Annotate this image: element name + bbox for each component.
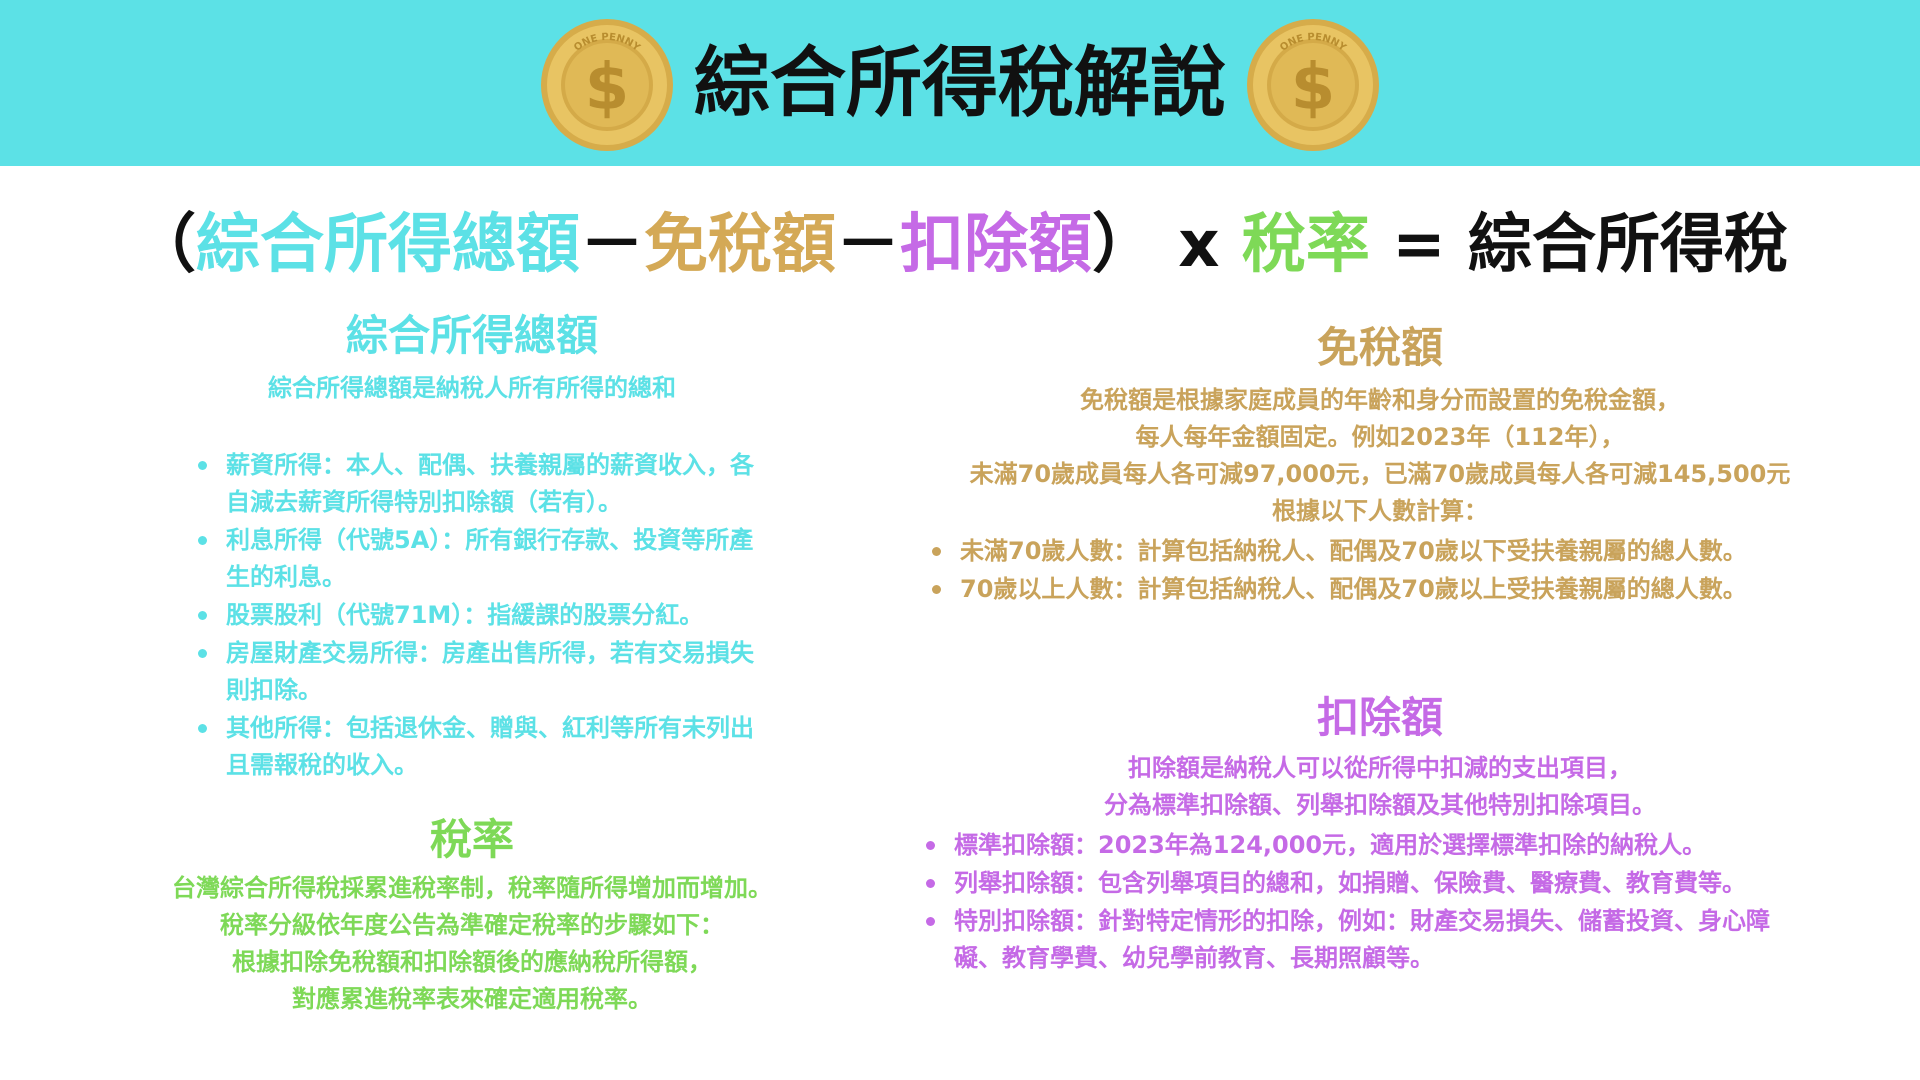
gross-income-item-property: 房屋財產交易所得：房產出售所得，若有交易損失則扣除。: [196, 635, 772, 709]
formula-deduction: 扣除額: [899, 208, 1092, 282]
gross-income-item-interest: 利息所得（代號5A）：所有銀行存款、投資等所產生的利息。: [196, 522, 772, 596]
coin-right-icon: ONE PENNY $: [1247, 19, 1379, 151]
coin-right-symbol: $: [1291, 51, 1336, 125]
formula-close-paren: ）: [1091, 208, 1156, 282]
tax-formula: （綜合所得總額－免稅額－扣除額） x 稅率 = 綜合所得稅: [40, 200, 1880, 290]
exemption-list: 未滿70歲人數：計算包括納稅人、配偶及70歲以下受扶養親屬的總人數。 70歲以上…: [930, 533, 1870, 609]
gross-income-item-dividend: 股票股利（代號71M）：指緩課的股票分紅。: [196, 597, 772, 634]
gross-income-list: 薪資所得：本人、配偶、扶養親屬的薪資收入，各自減去薪資所得特別扣除額（若有）。 …: [196, 447, 772, 785]
tax-rate-line-1: 台灣綜合所得稅採累進稅率制，稅率隨所得增加而增加。: [172, 874, 772, 902]
deduction-line-2: 分為標準扣除額、列舉扣除額及其他特別扣除項目。: [1104, 791, 1656, 819]
header-banner: [0, 0, 1920, 166]
formula-minus-2: －: [835, 208, 900, 282]
deduction-line-1: 扣除額是納稅人可以從所得中扣減的支出項目，: [1128, 754, 1632, 782]
exemption-title: 免稅額: [1316, 323, 1443, 372]
deduction-item-standard: 標準扣除額：2023年為124,000元，適用於選擇標準扣除的納稅人。: [924, 827, 1856, 864]
formula-exemption: 免稅額: [643, 208, 836, 282]
gross-income-title: 綜合所得總額: [345, 311, 598, 360]
exemption-line-4: 根據以下人數計算：: [1272, 497, 1488, 525]
gross-income-item-salary: 薪資所得：本人、配偶、扶養親屬的薪資收入，各自減去薪資所得特別扣除額（若有）。: [196, 447, 772, 521]
tax-rate-line-2: 稅率分級依年度公告為準確定稅率的步驟如下：: [220, 911, 724, 939]
tax-rate-line-4: 對應累進稅率表來確定適用稅率。: [292, 985, 652, 1013]
coin-left-icon: ONE PENNY $: [541, 19, 673, 151]
gross-income-description: 綜合所得總額是納稅人所有所得的總和: [268, 374, 676, 402]
formula-result: 綜合所得稅: [1468, 208, 1789, 282]
formula-minus-1: －: [579, 208, 644, 282]
formula-tax-rate: 稅率: [1241, 208, 1370, 282]
formula-gross-income: 綜合所得總額: [195, 208, 580, 282]
deduction-title: 扣除額: [1316, 693, 1443, 742]
exemption-line-2: 每人每年金額固定。例如2023年（112年），: [1135, 423, 1625, 451]
gross-income-item-other: 其他所得：包括退休金、贈與、紅利等所有未列出且需報稅的收入。: [196, 710, 772, 784]
exemption-line-3: 未滿70歲成員每人各可減97,000元，已滿70歲成員每人各可減145,500元: [969, 460, 1791, 488]
coin-left-symbol: $: [585, 51, 630, 125]
formula-open-paren: （: [131, 208, 196, 282]
exemption-item-over-70: 70歲以上人數：計算包括納稅人、配偶及70歲以上受扶養親屬的總人數。: [930, 571, 1870, 608]
exemption-item-under-70: 未滿70歲人數：計算包括納稅人、配偶及70歲以下受扶養親屬的總人數。: [930, 533, 1870, 570]
deduction-list: 標準扣除額：2023年為124,000元，適用於選擇標準扣除的納稅人。 列舉扣除…: [924, 827, 1856, 978]
deduction-item-itemized: 列舉扣除額：包含列舉項目的總和，如捐贈、保險費、醫療費、教育費等。: [924, 865, 1856, 902]
tax-rate-line-3: 根據扣除免稅額和扣除額後的應納稅所得額，: [232, 948, 712, 976]
tax-rate-title: 稅率: [429, 815, 514, 864]
page-title: 綜合所得稅解說: [694, 38, 1226, 127]
formula-times: x: [1178, 208, 1220, 282]
formula-equals: =: [1392, 208, 1446, 282]
exemption-line-1: 免稅額是根據家庭成員的年齡和身分而設置的免稅金額，: [1080, 386, 1680, 414]
deduction-item-special: 特別扣除額：針對特定情形的扣除，例如：財產交易損失、儲蓄投資、身心障礙、教育學費…: [924, 903, 1804, 977]
